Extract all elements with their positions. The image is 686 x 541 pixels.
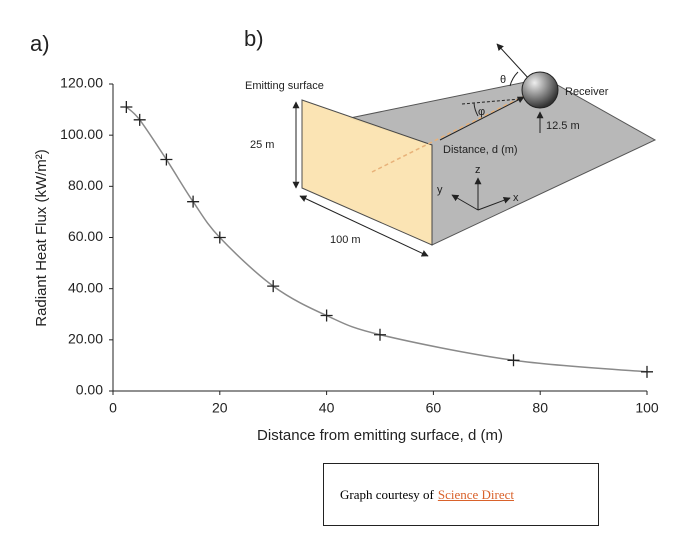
y-tick-label: 80.00 <box>68 177 103 193</box>
distance-arrow <box>439 96 525 141</box>
marker <box>641 365 653 378</box>
marker <box>320 309 333 322</box>
receiver-sphere <box>521 71 559 109</box>
panel-label: b) <box>244 26 264 51</box>
label: φ <box>478 106 485 118</box>
y-tick-label: 60.00 <box>68 228 103 244</box>
y-axis <box>451 194 479 211</box>
marker <box>374 328 386 341</box>
x-tick-label: 20 <box>212 400 228 416</box>
y-tick-label: 0.00 <box>76 382 103 398</box>
x-tick-label: 80 <box>532 400 548 416</box>
marker <box>267 280 280 293</box>
theta-arc <box>509 71 519 87</box>
distance-line <box>371 95 525 173</box>
marker <box>160 153 173 166</box>
x-tick-label: 0 <box>109 400 117 416</box>
label: 25 m <box>250 139 274 151</box>
diagram: Emitting surface 25 m 100 m Distance, d … <box>245 43 657 257</box>
marker <box>507 354 520 367</box>
normal-arrow <box>496 43 531 81</box>
label: y <box>437 184 443 196</box>
width-arrow <box>299 195 429 257</box>
label: z <box>475 164 481 176</box>
marker <box>187 195 200 208</box>
marker <box>213 231 226 244</box>
caption-text: Graph courtesy of <box>340 486 434 502</box>
x-axis <box>477 196 511 211</box>
y-tick-label: 20.00 <box>68 331 103 347</box>
label: 100 m <box>330 234 361 246</box>
panel-label: a) <box>30 31 50 56</box>
chart: a) b) Distance from emitting surface, d … <box>30 26 659 444</box>
x-tick-label: 100 <box>635 400 659 416</box>
x-axis-label: Distance from emitting surface, d (m) <box>257 427 503 444</box>
label: x <box>513 192 519 204</box>
y-tick-label: 100.00 <box>60 126 103 142</box>
fit-line <box>125 106 648 373</box>
caption: Graph courtesy of Science Direct <box>323 463 599 526</box>
label: Emitting surface <box>245 80 324 92</box>
phi-arc <box>473 102 479 117</box>
caption-link[interactable]: Science Direct <box>437 486 515 502</box>
label: θ <box>500 74 506 86</box>
label: 12.5 m <box>546 120 580 132</box>
label: Distance, d (m) <box>443 144 518 156</box>
x-tick-label: 40 <box>319 400 335 416</box>
y-tick-label: 40.00 <box>68 279 103 295</box>
y-tick-label: 120.00 <box>60 75 103 91</box>
label: Receiver <box>565 86 609 98</box>
marker <box>133 113 146 126</box>
x-tick-label: 60 <box>426 400 442 416</box>
y-axis-label: Radiant Heat Flux (kW/m²) <box>33 149 50 327</box>
marker <box>120 101 133 114</box>
